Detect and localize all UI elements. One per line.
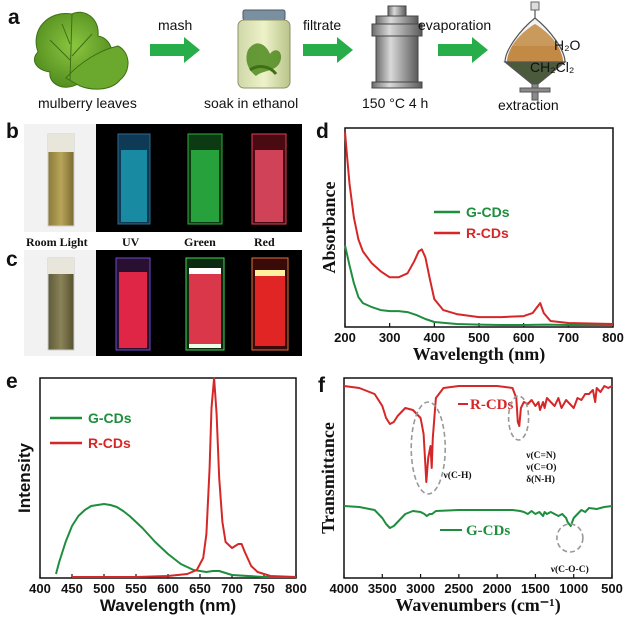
x-tick-label: 800 [602, 330, 624, 345]
x-tick-label: 400 [423, 330, 445, 345]
annotation-coc: ν(C-O-C) [550, 564, 589, 575]
arrow-evaporation [438, 37, 488, 63]
x-tick-label: 300 [379, 330, 401, 345]
highlight-coc-band [556, 523, 584, 553]
series-line-r-cds [72, 377, 297, 578]
annotation-co: ν(C=O) [525, 462, 556, 473]
x-tick-label: 450 [61, 581, 83, 596]
series-line-g-cds [55, 503, 296, 578]
arrow-mash [150, 37, 200, 63]
annotation-cn: ν(C=N) [525, 450, 556, 461]
annotation-nh: δ(N-H) [526, 474, 555, 485]
x-tick-label: 3000 [406, 581, 435, 596]
legend-label-g-cds: G-CDs [466, 204, 510, 220]
x-tick-label: 750 [253, 581, 275, 596]
x-tick-label: 2500 [444, 581, 473, 596]
step-soak-in-ethanol: soak in ethanol [204, 95, 298, 111]
series-line-g-cds [344, 245, 613, 326]
panel-a: a mulberry leaves mash soak in ethanol f… [8, 1, 581, 113]
legend-label-r-cds: R-CDs [88, 435, 131, 451]
chart-ftir: 4000 3500 3000 2500 2000 1500 1000 500 Wavenumbe… [318, 377, 623, 616]
arrow-label-filtrate: filtrate [303, 17, 341, 33]
x-tick-label: 500 [93, 581, 115, 596]
arrow-label-evaporation: evaporation [418, 17, 491, 33]
x-axis-title: Wavenumbers (cm⁻¹) [395, 595, 560, 616]
ethanol-jar-icon [237, 9, 291, 89]
step-extraction: extraction [498, 97, 559, 113]
series-line-r-cds [343, 385, 613, 483]
x-tick-label: 650 [189, 581, 211, 596]
label-uv: UV [122, 235, 140, 249]
y-axis-title: Absorbance [319, 181, 339, 273]
x-tick-label: 1000 [559, 581, 588, 596]
x-tick-label: 1500 [521, 581, 550, 596]
phase-lower-label: CH₂Cl₂ [530, 59, 574, 75]
panel-letter-f: f [318, 374, 326, 397]
x-axis-title: Wavelength (nm) [413, 344, 546, 365]
series-line-r-cds [344, 131, 614, 325]
legend-label-g-cds: G-CDs [88, 410, 132, 426]
step-mulberry-leaves: mulberry leaves [38, 95, 137, 111]
panel-b: b Room Light UV Green Red [6, 120, 302, 249]
legend-label-r-cds: R-CDs [466, 225, 509, 241]
x-tick-label: 600 [513, 330, 535, 345]
x-tick-label: 500 [468, 330, 490, 345]
arrow-filtrate [303, 37, 353, 63]
x-tick-label: 4000 [330, 581, 359, 596]
x-tick-label: 550 [125, 581, 147, 596]
cuvette-green-c [185, 257, 225, 351]
x-tick-label: 700 [557, 330, 579, 345]
x-tick-label: 3500 [368, 581, 397, 596]
label-red: Red [254, 235, 275, 249]
chart-absorbance: 200 300 400 500 600 700 800 Wavelength (nm) Abso… [319, 127, 624, 365]
annotation-ch: ν(C-H) [443, 470, 472, 481]
label-room-light: Room Light [26, 235, 88, 249]
label-green: Green [184, 235, 216, 249]
cuvette-uv [117, 133, 151, 225]
panel-letter-b: b [6, 120, 19, 143]
separatory-funnel-icon [503, 1, 567, 101]
y-axis-title: Transmittance [318, 422, 338, 534]
legend-label-g-cds: G-CDs [466, 523, 510, 539]
x-tick-label: 400 [29, 581, 51, 596]
x-tick-label: 2000 [483, 581, 512, 596]
cuvette-red-c [251, 257, 289, 351]
autoclave-icon [371, 5, 423, 89]
highlight-cn-band [507, 395, 530, 441]
highlight-ch-band [410, 401, 447, 495]
panel-letter-c: c [6, 248, 18, 271]
panel-letter-a: a [8, 6, 20, 29]
step-150c-4h: 150 °C 4 h [362, 95, 428, 111]
x-tick-label: 500 [601, 581, 623, 596]
legend-label-r-cds: R-CDs [470, 397, 513, 413]
chart-emission: 400 450 500 550 600 650 700 750 800 Wavelength (n… [15, 377, 307, 615]
phase-upper-label: H₂O [554, 37, 581, 53]
mulberry-leaves-icon [34, 11, 129, 90]
x-tick-label: 600 [157, 581, 179, 596]
plot-frame [39, 377, 297, 579]
x-axis-title: Wavelength (nm) [100, 596, 236, 615]
series-line-g-cds [343, 505, 613, 529]
plot-frame [343, 377, 613, 579]
arrow-label-mash: mash [158, 17, 192, 33]
panel-c: c [6, 248, 302, 356]
panel-letter-d: d [316, 120, 329, 143]
cuvette-uv-c [115, 257, 151, 351]
y-axis-title: Intensity [15, 443, 34, 513]
cuvette-red [251, 133, 287, 225]
x-tick-label: 800 [285, 581, 307, 596]
panel-letter-e: e [6, 370, 18, 393]
x-tick-label: 200 [334, 330, 356, 345]
x-tick-label: 700 [221, 581, 243, 596]
cuvette-green [187, 133, 223, 225]
